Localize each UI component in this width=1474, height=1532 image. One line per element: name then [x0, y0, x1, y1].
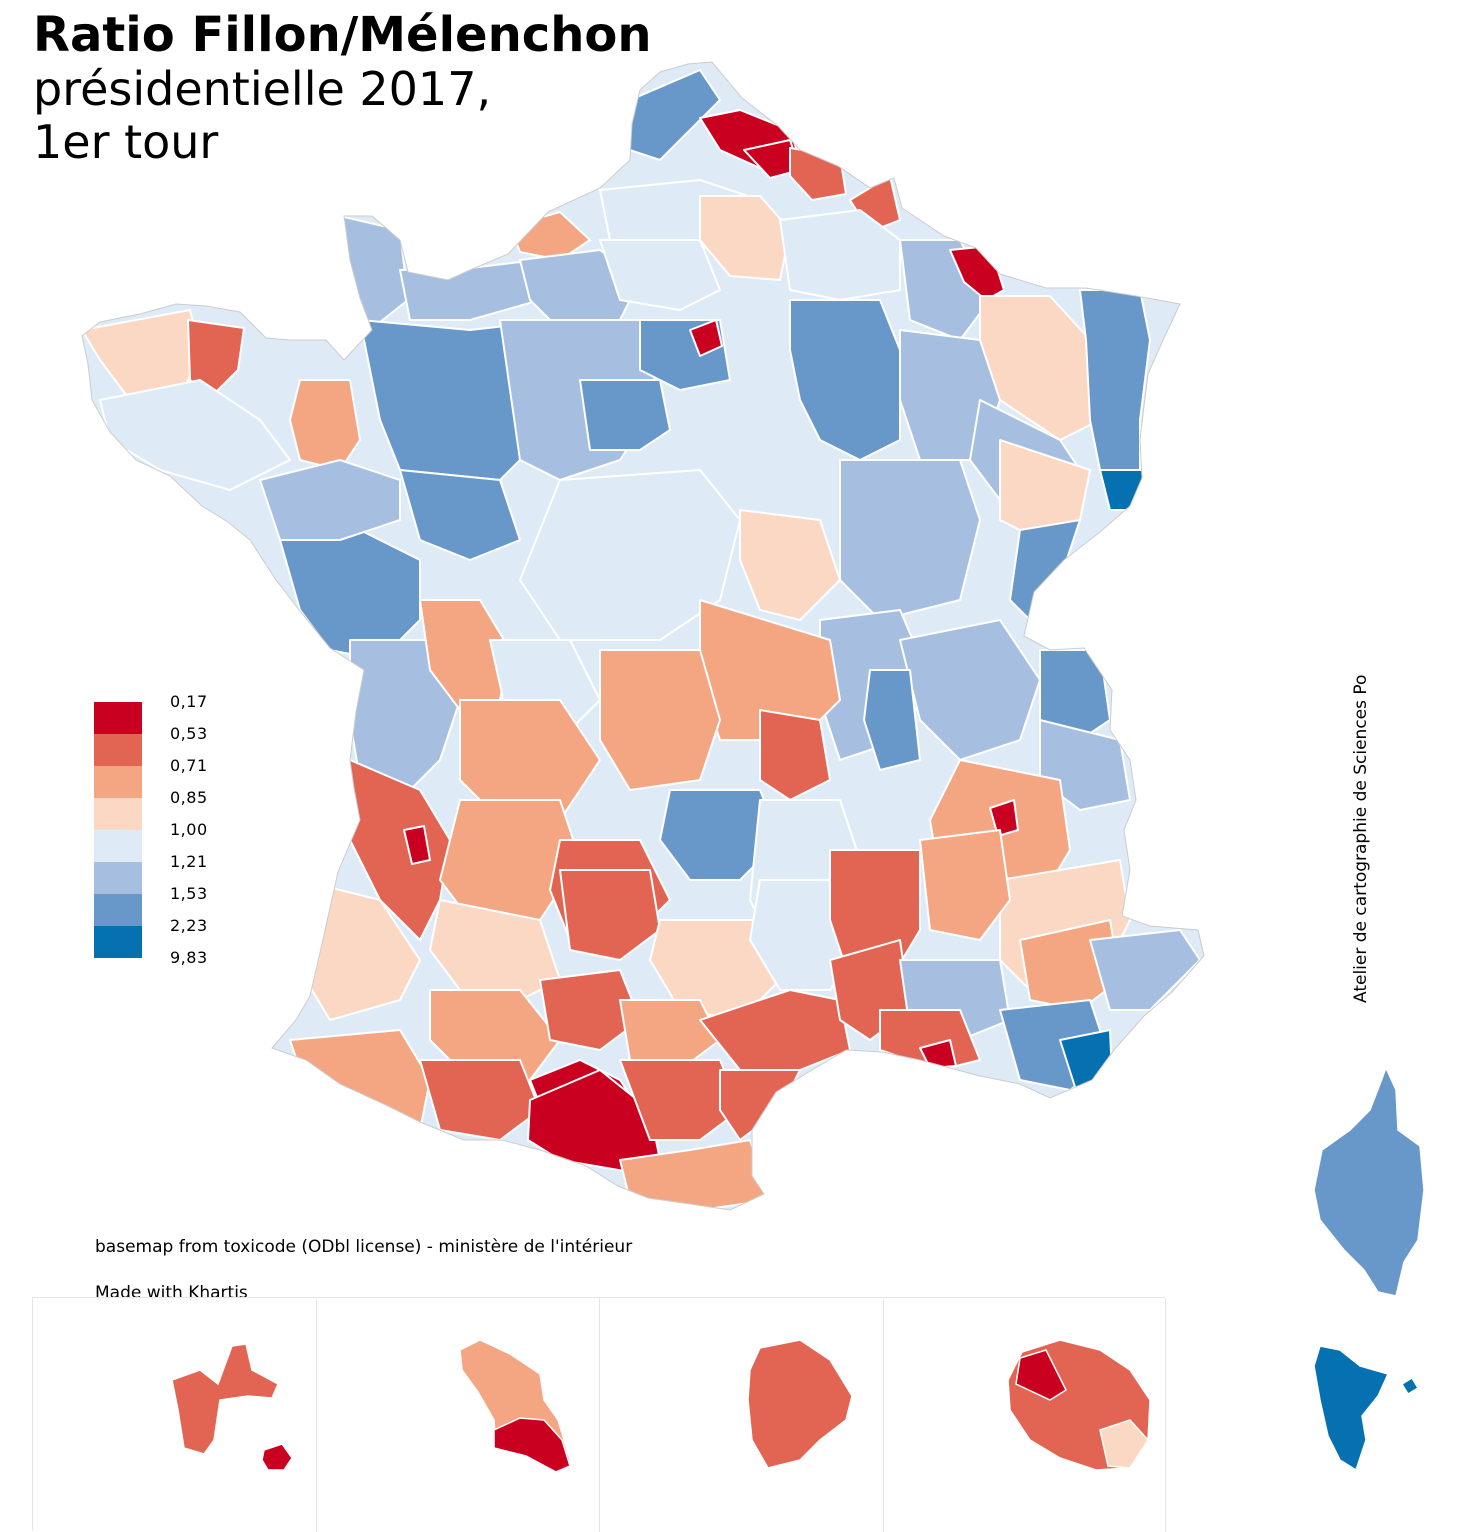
legend-label: 1,21: [170, 852, 208, 871]
legend-swatch: [94, 830, 142, 862]
region-pyrenees-atlantiques: [289, 1029, 431, 1131]
map-subtitle-line1: présidentielle 2017,: [33, 62, 492, 117]
legend-swatch: [94, 766, 142, 798]
inset-divider: [316, 1298, 317, 1532]
region-marne: [779, 209, 901, 301]
region-grenoble: [989, 799, 1019, 837]
region-mayotte: [1313, 1345, 1390, 1472]
region-guyane: [747, 1339, 853, 1469]
region-guadeloupe: [171, 1343, 279, 1455]
region-lot: [559, 869, 661, 961]
region-ariege: [619, 1059, 741, 1141]
legend-label: 0,85: [170, 788, 208, 807]
region-rennes: [289, 379, 361, 471]
region-tarn-et-garonne: [539, 969, 641, 1051]
region-bouches-du-rhone: [879, 1009, 981, 1071]
legend-swatch: [94, 926, 142, 958]
region-reunion-south: [1099, 1419, 1149, 1469]
title-block: Ratio Fillon/Mélenchon présidentielle 20…: [33, 7, 652, 170]
inset-divider: [599, 1298, 600, 1532]
region-guingamp: [187, 319, 245, 397]
legend-label: 1,00: [170, 820, 208, 839]
overseas-insets-frame: [32, 1297, 1166, 1532]
region-aude: [719, 1069, 801, 1141]
france-outline: [81, 61, 1205, 1211]
legend-swatch: [94, 862, 142, 894]
region-loiret: [579, 379, 671, 451]
region-creuse: [599, 649, 721, 791]
legend-swatch: [94, 734, 142, 766]
region-lyon: [863, 669, 921, 771]
legend-label: 0,53: [170, 724, 208, 743]
credit-sciences-po: Atelier de cartographie de Sciences Po: [1351, 674, 1371, 1003]
legend-label: 0,17: [170, 692, 208, 711]
legend-swatch: [94, 798, 142, 830]
inset-divider: [883, 1298, 884, 1532]
region-guadeloupe-islet: [261, 1443, 293, 1471]
made-with-credit: Made with Khartis: [95, 1283, 248, 1303]
legend-label: 0,71: [170, 756, 208, 775]
region-alpes-maritimes: [1089, 929, 1201, 1011]
region-sarthe: [399, 469, 521, 561]
region-reunion-north: [1015, 1349, 1067, 1401]
region-cher: [519, 469, 741, 641]
region-jura: [1009, 519, 1081, 621]
region-seine-saint-denis: [689, 319, 723, 357]
region-puy-de-dome: [759, 709, 831, 801]
region-martinique-south: [493, 1417, 571, 1473]
region-corse: [1313, 1066, 1425, 1297]
legend-label: 9,83: [170, 948, 208, 967]
region-drome: [919, 829, 1011, 941]
region-tarn: [619, 999, 721, 1071]
region-savoie: [1039, 719, 1131, 811]
source-credit: basemap from toxicode (ODbl license) - m…: [95, 1237, 633, 1257]
legend-swatch: [94, 702, 142, 734]
region-hautes-pyrenees: [419, 1059, 541, 1141]
region-cote-dor: [839, 459, 981, 621]
region-ain: [899, 619, 1041, 761]
region-haut-rhin: [1099, 469, 1151, 511]
legend-swatch: [94, 894, 142, 926]
map-subtitle-line2: 1er tour: [33, 115, 219, 170]
region-loire-atlantique: [259, 459, 401, 541]
region-bordeaux: [403, 825, 431, 865]
legend-label: 2,23: [170, 916, 208, 935]
region-nievre: [739, 509, 841, 621]
inset-divider: [1165, 1298, 1166, 1532]
region-oise: [599, 239, 721, 311]
region-cantal: [659, 789, 781, 881]
region-mayotte-islet: [1400, 1376, 1420, 1396]
legend-label: 1,53: [170, 884, 208, 903]
map-title: Ratio Fillon/Mélenchon: [33, 7, 652, 63]
